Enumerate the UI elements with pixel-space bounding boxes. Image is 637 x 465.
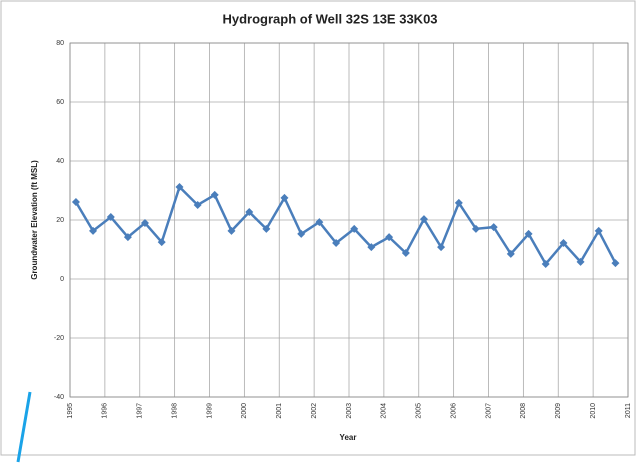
chart-frame [0,0,636,456]
data-point [175,182,184,191]
data-point [471,224,480,233]
x-tick-label: 1996 [102,403,109,419]
data-point [524,229,533,238]
data-point [576,257,585,266]
y-tick-label: 40 [56,158,64,165]
data-point [419,215,428,224]
plot-border [69,42,629,398]
x-tick-label: 2006 [450,403,457,419]
data-point [140,218,149,227]
data-point [227,226,236,235]
data-point [315,218,324,227]
data-point [454,198,463,207]
data-point [262,224,271,233]
chart-title: Hydrograph of Well 32S 13E 33K03 [222,11,437,26]
data-point [437,243,446,252]
data-point [157,238,166,247]
data-point [297,229,306,238]
x-tick-label: 1995 [67,403,74,419]
y-tick-label: 0 [60,276,64,283]
data-point [106,213,115,222]
decorative-stroke [16,391,32,463]
x-tick-label: 2000 [241,403,248,419]
y-tick-label: -20 [54,335,64,342]
data-point [193,200,202,209]
data-point [245,208,254,217]
x-tick-label: 2009 [555,403,562,419]
x-tick-label: 1999 [206,403,213,419]
y-tick-label: 80 [56,40,64,47]
x-tick-label: 1997 [137,403,144,419]
data-point [280,193,289,202]
x-tick-label: 2007 [485,403,492,419]
x-tick-label: 1998 [171,403,178,419]
data-point [71,198,80,207]
data-point [385,233,394,242]
data-point [123,233,132,242]
data-point [489,223,498,232]
x-tick-label: 2001 [276,403,283,419]
x-tick-label: 2005 [416,403,423,419]
x-tick-label: 2002 [311,403,318,419]
data-point [367,243,376,252]
data-point [559,239,568,248]
data-point [350,224,359,233]
data-point [541,259,550,268]
y-tick-label: -40 [54,394,64,401]
x-tick-label: 2008 [520,403,527,419]
y-axis-title: Groundwater Elevation (ft MSL) [30,160,39,280]
x-tick-label: 2003 [346,403,353,419]
data-point [210,190,219,199]
data-line [74,184,617,267]
x-tick-label: 2004 [381,403,388,419]
y-tick-label: 60 [56,99,64,106]
data-point [332,239,341,248]
data-point [594,226,603,235]
data-point [89,226,98,235]
x-axis-title: Year [340,433,357,442]
x-tick-label: 2010 [590,403,597,419]
y-tick-label: 20 [56,217,64,224]
data-point [506,249,515,258]
x-tick-label: 2011 [625,403,632,418]
data-point [611,259,620,268]
data-point [401,249,410,258]
